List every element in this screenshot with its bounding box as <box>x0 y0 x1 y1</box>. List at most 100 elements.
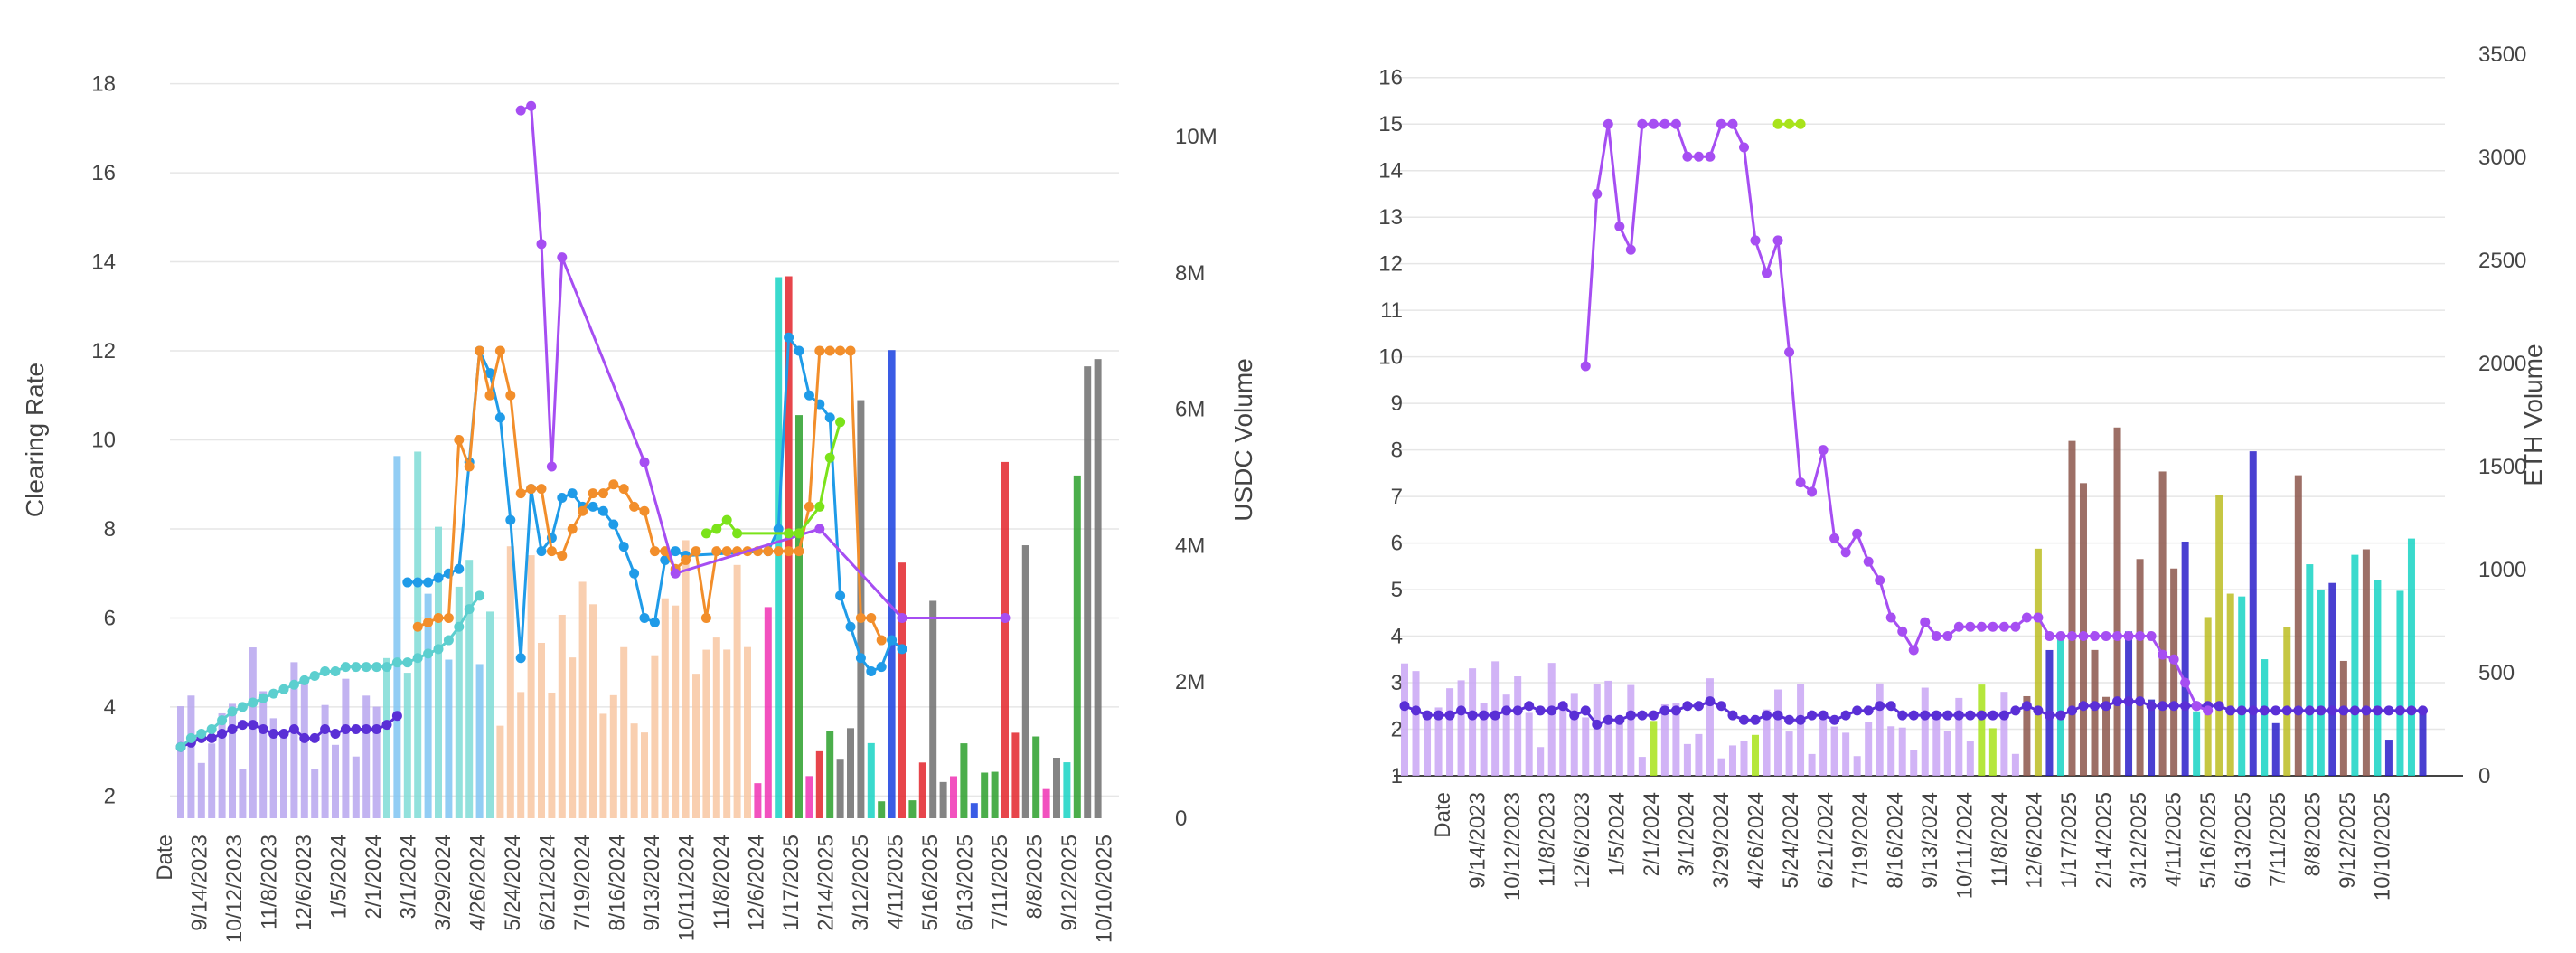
y-tick-label: 4 <box>104 695 116 720</box>
volume-bar <box>2283 627 2291 776</box>
series-marker-purple <box>1829 533 1840 543</box>
y-tick-label: 4 <box>1391 625 1403 649</box>
series-marker-orange <box>618 484 629 495</box>
y-axis-title: Clearing Rate <box>21 363 49 517</box>
series-marker-orange <box>557 551 568 561</box>
series-marker-indigo <box>1479 710 1490 721</box>
series-marker-purple <box>2146 631 2157 642</box>
series-marker-indigo <box>2225 705 2236 716</box>
volume-bar <box>2362 549 2370 776</box>
volume-bar <box>2374 580 2382 776</box>
volume-bar <box>682 540 690 818</box>
volume-bar <box>2148 699 2156 776</box>
x-tick-label: 12/6/2024 <box>745 835 769 931</box>
volume-bar <box>898 562 906 818</box>
y-tick-label: 9 <box>1391 392 1403 416</box>
series-marker-purple <box>557 252 568 263</box>
series-marker-blue <box>597 505 608 516</box>
series-marker-indigo <box>361 724 371 735</box>
series-marker-purple <box>2158 649 2168 660</box>
volume-bar <box>1660 703 1669 776</box>
series-marker-purple <box>1931 631 1941 642</box>
x-tick-label: 1/5/2024 <box>327 835 352 919</box>
volume-bar <box>1434 707 1443 776</box>
series-marker-orange <box>639 505 650 516</box>
volume-bar <box>620 646 628 818</box>
series-marker-orange <box>691 546 701 557</box>
series-marker-purple <box>1953 621 1964 632</box>
volume-bar <box>352 756 360 818</box>
volume-bar <box>2351 554 2359 776</box>
series-marker-indigo <box>2236 705 2247 716</box>
series-marker-orange <box>597 488 608 499</box>
x-tick-label: 10/12/2023 <box>222 835 247 943</box>
series-marker-indigo <box>2406 705 2417 716</box>
volume-bar <box>1910 750 1918 776</box>
series-marker-indigo <box>1885 701 1896 712</box>
volume-bar <box>1446 688 1454 776</box>
series-marker-purple <box>1614 221 1625 231</box>
series-marker-indigo <box>2327 705 2337 716</box>
series-marker-indigo <box>340 724 351 735</box>
series-marker-purple <box>2191 701 2202 712</box>
volume-bar <box>1084 366 1092 818</box>
series-marker-blue <box>557 493 568 504</box>
series-marker-indigo <box>2304 705 2315 716</box>
series-marker-orange <box>464 461 475 472</box>
series-marker-indigo <box>1569 710 1580 721</box>
series-marker-purple <box>1807 486 1818 497</box>
volume-bar <box>2023 695 2031 776</box>
series-marker-orange <box>700 612 711 623</box>
volume-bar <box>1001 461 1009 818</box>
series-marker-purple <box>2021 612 2032 623</box>
series-marker-blue <box>567 488 578 499</box>
series-marker-indigo <box>2066 705 2077 716</box>
series-marker-indigo <box>1998 710 2009 721</box>
x-tick-label: 12/6/2023 <box>1570 792 1594 889</box>
series-marker-indigo <box>1693 701 1704 712</box>
series-marker-indigo <box>2033 705 2044 716</box>
series-marker-blue <box>536 546 547 557</box>
series-marker-orange <box>721 546 732 557</box>
series-marker-teal <box>268 688 279 699</box>
series-marker-indigo <box>1976 710 1987 721</box>
series-marker-orange <box>773 546 784 557</box>
volume-bar <box>1830 726 1838 776</box>
series-marker-lime <box>721 514 732 525</box>
series-marker-indigo <box>381 720 392 731</box>
series-marker-teal <box>185 732 196 743</box>
series-marker-indigo <box>391 711 402 722</box>
volume-bar <box>1547 663 1556 776</box>
series-marker-purple <box>1750 235 1761 246</box>
volume-bar <box>692 674 700 818</box>
volume-bar <box>1808 753 1816 776</box>
series-marker-orange <box>711 546 722 557</box>
series-marker-blue <box>423 577 434 588</box>
series-marker-indigo <box>1625 710 1636 721</box>
series-marker-indigo <box>1490 710 1500 721</box>
series-marker-lime <box>835 417 846 428</box>
y-tick-label: 18 <box>91 72 116 97</box>
series-marker-purple <box>814 524 825 534</box>
series-marker-lime <box>814 501 825 512</box>
series-marker-purple <box>2090 631 2101 642</box>
series-marker-teal <box>391 657 402 668</box>
series-marker-teal <box>381 662 392 673</box>
series-marker-indigo <box>258 724 268 735</box>
y-tick-label: 3 <box>1391 671 1403 695</box>
volume-bar <box>2068 440 2076 776</box>
volume-bar <box>960 743 968 818</box>
x-tick-label: 6/21/2024 <box>536 835 560 931</box>
series-marker-blue <box>639 612 650 623</box>
volume-bar <box>2158 471 2167 776</box>
volume-bar <box>589 604 597 818</box>
volume-bar <box>712 637 720 818</box>
series-line-purple <box>520 104 1005 619</box>
x-tick-label: 5/16/2025 <box>2196 792 2221 889</box>
series-marker-teal <box>443 635 454 646</box>
series-marker-teal <box>371 662 382 673</box>
volume-bar <box>445 659 453 818</box>
volume-bar <box>723 649 731 818</box>
series-marker-purple <box>2112 631 2123 642</box>
